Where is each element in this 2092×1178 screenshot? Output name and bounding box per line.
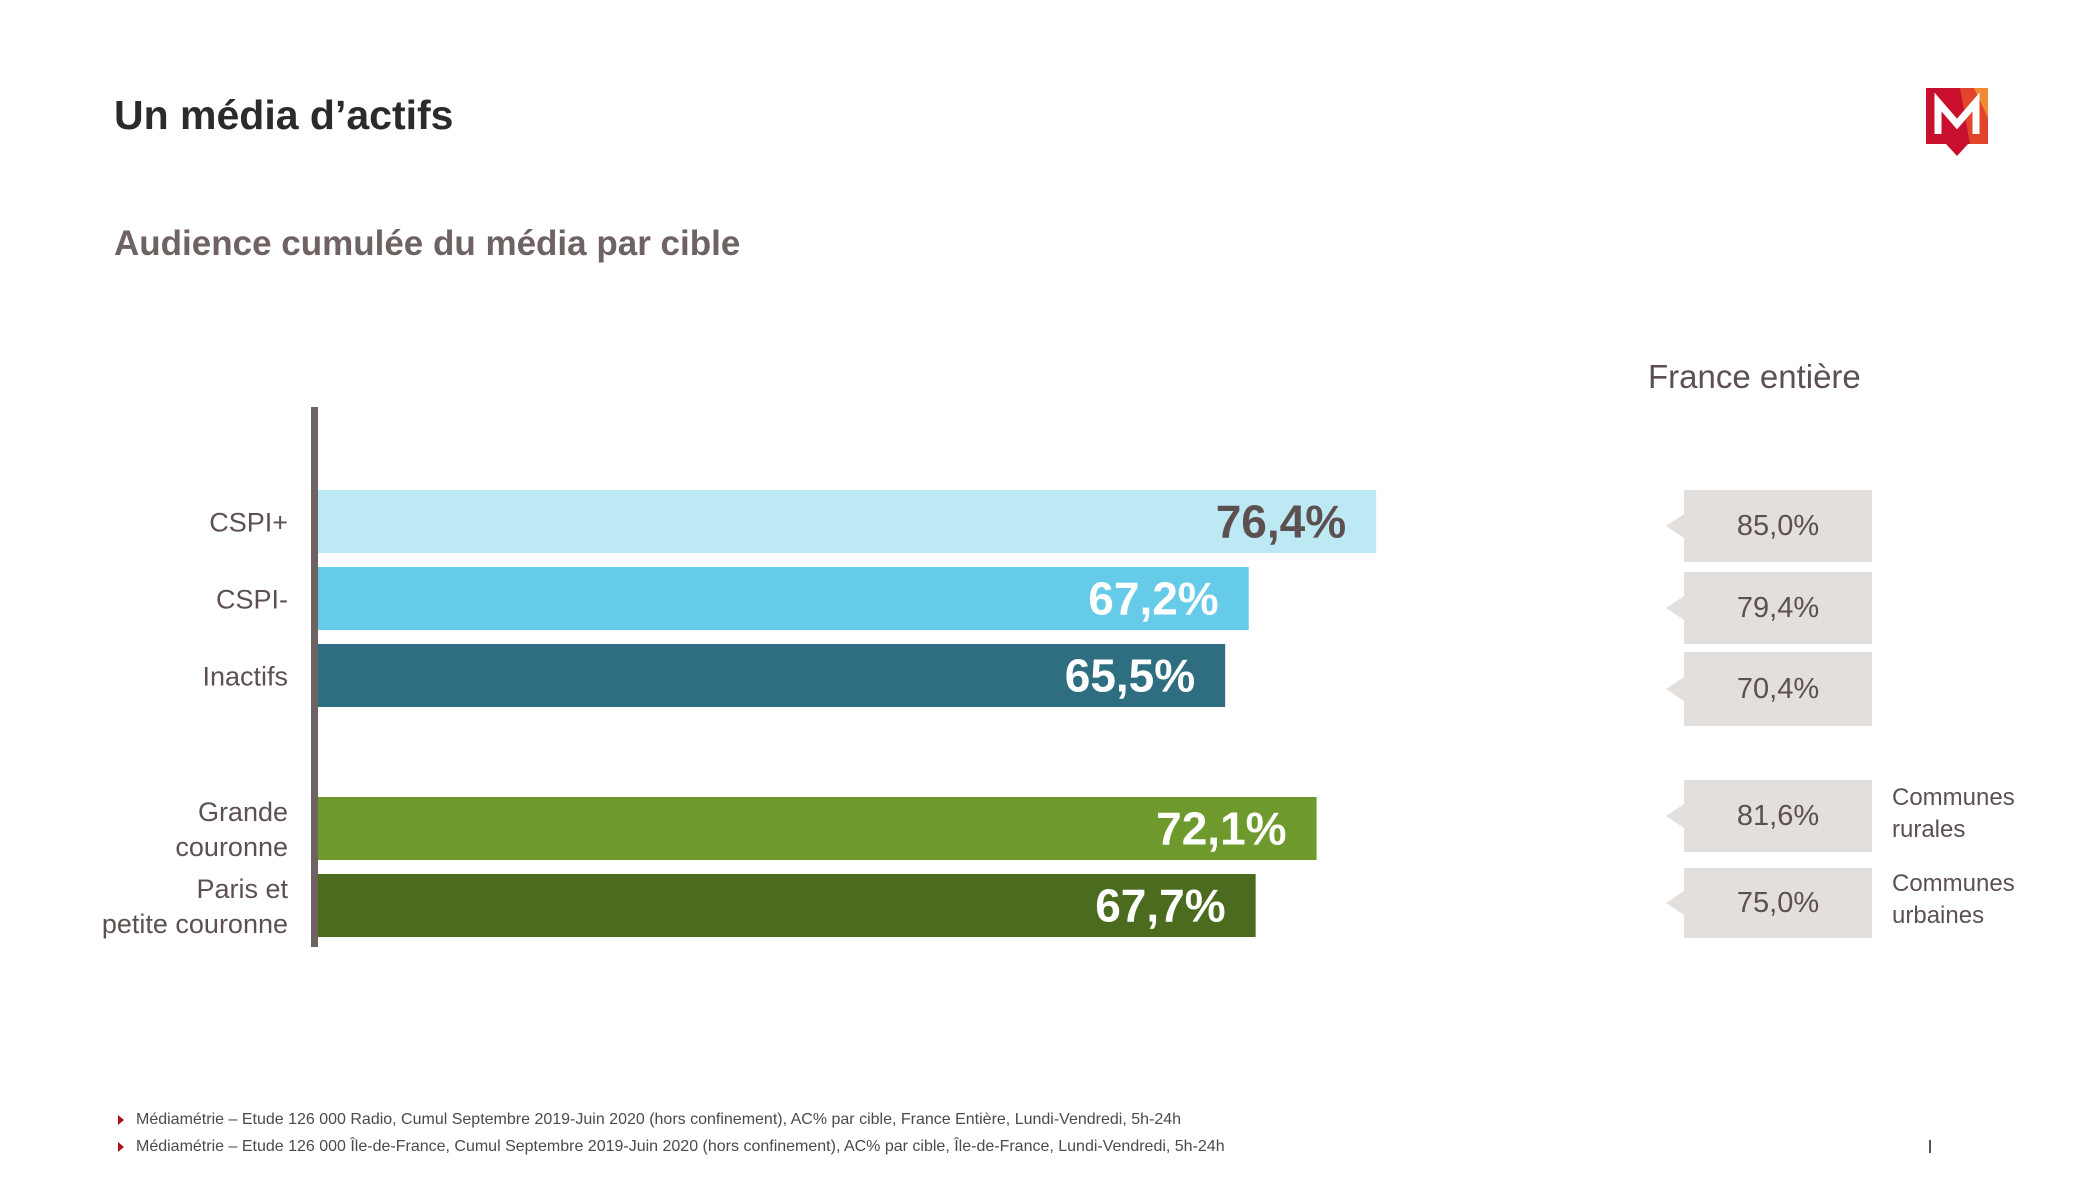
footnotes: Médiamétrie – Etude 126 000 Radio, Cumul…: [118, 1106, 1225, 1160]
data-label: 76,4%: [1216, 496, 1346, 548]
france-value: 79,4%: [1736, 592, 1820, 624]
france-value: 70,4%: [1736, 673, 1820, 705]
bar: [318, 644, 1226, 707]
communes-urbaines-label: Communes urbaines: [1892, 870, 2015, 929]
france-value-box-shape: [1666, 490, 1872, 562]
category-label: Grande couronne: [175, 797, 288, 862]
bullet-arrow-icon: [118, 1141, 124, 1152]
france-value-box: 75,0%: [1664, 868, 1872, 938]
category-label: Paris et petite couronne: [102, 874, 289, 939]
chart-subtitle: Audience cumulée du média par cible: [114, 224, 741, 263]
category-label: Inactifs: [202, 662, 288, 692]
y-axis-line: [311, 407, 318, 947]
communes-rurales-label: Communes rurales: [1892, 784, 2015, 843]
footnote-text: Médiamétrie – Etude 126 000 Radio, Cumul…: [136, 1110, 1182, 1128]
france-value-box: 85,0%: [1664, 490, 1872, 562]
data-label: 67,2%: [1088, 573, 1218, 625]
audience-bar-chart: 76,4% CSPI+ 67,2% CSPI- 65,5% Inactifs 72,1% Gr…: [102, 407, 1377, 947]
m-logo-icon: [1926, 88, 1988, 156]
bullet-arrow-icon: [118, 1114, 124, 1125]
footnote: Médiamétrie – Etude 126 000 Île-de-Franc…: [118, 1133, 1225, 1160]
france-value: 75,0%: [1736, 887, 1820, 919]
bar: [318, 874, 1256, 937]
bar: [318, 490, 1377, 553]
category-label: CSPI+: [209, 508, 288, 538]
france-value-box-shape: [1666, 868, 1872, 938]
page-marker: [1929, 1140, 1931, 1153]
page-title: Un média d’actifs: [114, 92, 454, 138]
france-value: 81,6%: [1736, 800, 1820, 832]
data-label: 67,7%: [1095, 880, 1225, 932]
footnote-text: Médiamétrie – Etude 126 000 Île-de-Franc…: [136, 1137, 1225, 1155]
bar: [318, 797, 1317, 860]
france-value-box-shape: [1666, 780, 1872, 852]
france-value-box-shape: [1666, 572, 1872, 644]
footnote: Médiamétrie – Etude 126 000 Radio, Cumul…: [118, 1106, 1225, 1133]
bar: [318, 567, 1249, 630]
france-value-box: 79,4%: [1664, 572, 1872, 644]
france-value-box-shape: [1666, 652, 1872, 726]
france-value-box: 81,6%: [1664, 780, 1872, 852]
france-entiere-title: France entière: [1648, 358, 1861, 395]
france-value-box: 70,4%: [1664, 652, 1872, 726]
data-label: 72,1%: [1156, 803, 1286, 855]
france-value: 85,0%: [1736, 510, 1820, 542]
category-label: CSPI-: [216, 585, 288, 615]
data-label: 65,5%: [1065, 650, 1195, 702]
